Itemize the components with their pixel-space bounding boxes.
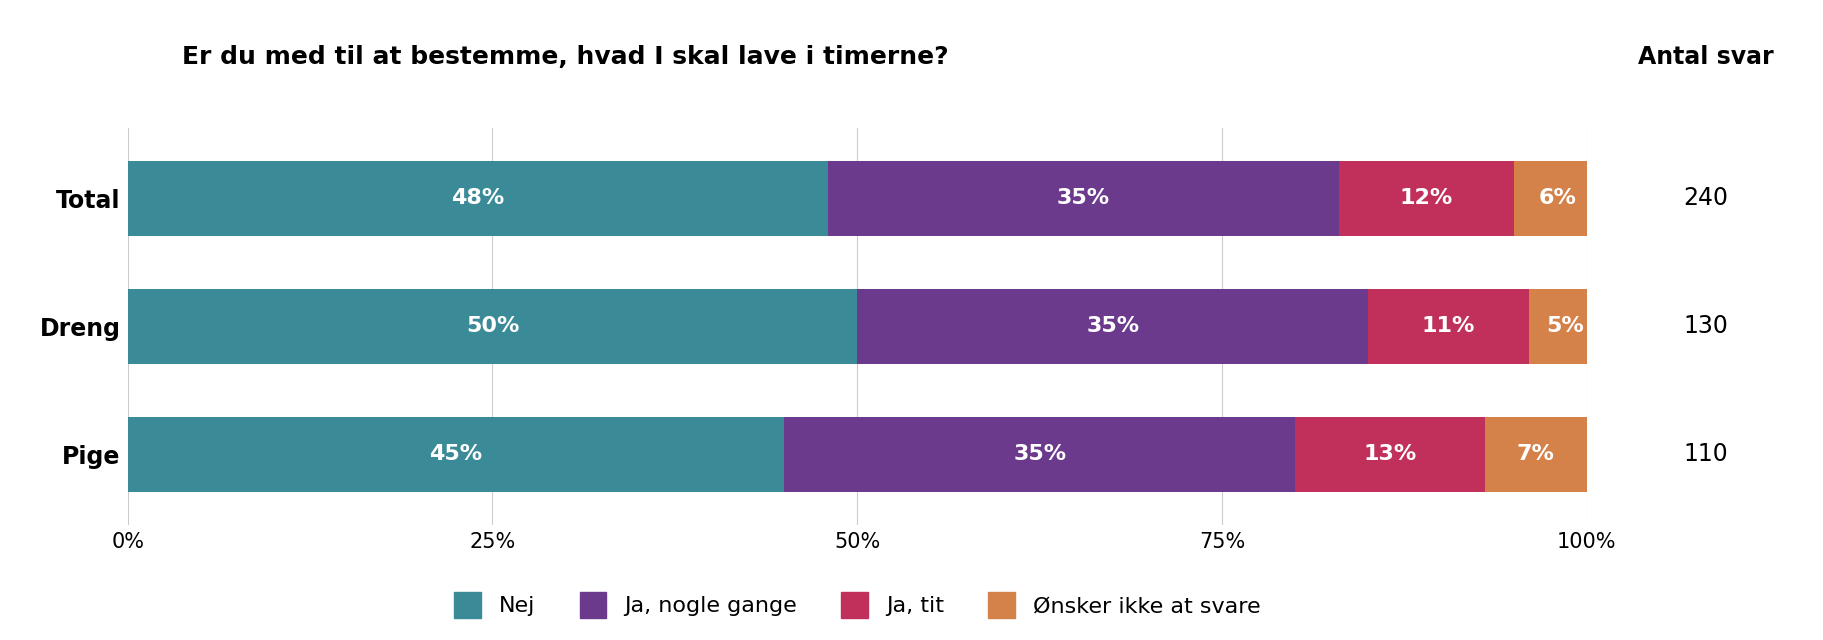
Text: 35%: 35% [1012, 444, 1066, 465]
Text: 6%: 6% [1539, 188, 1575, 209]
Text: 11%: 11% [1420, 316, 1475, 337]
Text: 45%: 45% [428, 444, 483, 465]
Text: 35%: 35% [1056, 188, 1110, 209]
Bar [128, 161, 828, 236]
Bar [1338, 161, 1513, 236]
Bar [1484, 417, 1586, 492]
Text: Er du med til at bestemme, hvad I skal lave i timerne?: Er du med til at bestemme, hvad I skal l… [182, 45, 948, 68]
Text: 35%: 35% [1085, 316, 1139, 337]
Legend: Nej, Ja, nogle gange, Ja, tit, Ønsker ikke at svare: Nej, Ja, nogle gange, Ja, tit, Ønsker ik… [443, 581, 1271, 629]
Bar [784, 417, 1294, 492]
Bar [857, 289, 1367, 364]
Text: 50%: 50% [465, 316, 520, 337]
Bar [1367, 289, 1528, 364]
Text: 7%: 7% [1517, 444, 1553, 465]
Bar [128, 417, 784, 492]
Bar [1528, 289, 1601, 364]
Bar [1294, 417, 1484, 492]
Text: 5%: 5% [1546, 316, 1582, 337]
Text: 12%: 12% [1398, 188, 1453, 209]
Text: 240: 240 [1683, 186, 1726, 211]
Bar [1513, 161, 1601, 236]
Text: 13%: 13% [1362, 444, 1416, 465]
Text: Antal svar: Antal svar [1637, 45, 1772, 68]
Text: 130: 130 [1683, 314, 1726, 339]
Bar [128, 289, 857, 364]
Text: 48%: 48% [450, 188, 505, 209]
Bar [828, 161, 1338, 236]
Text: 110: 110 [1683, 442, 1726, 467]
